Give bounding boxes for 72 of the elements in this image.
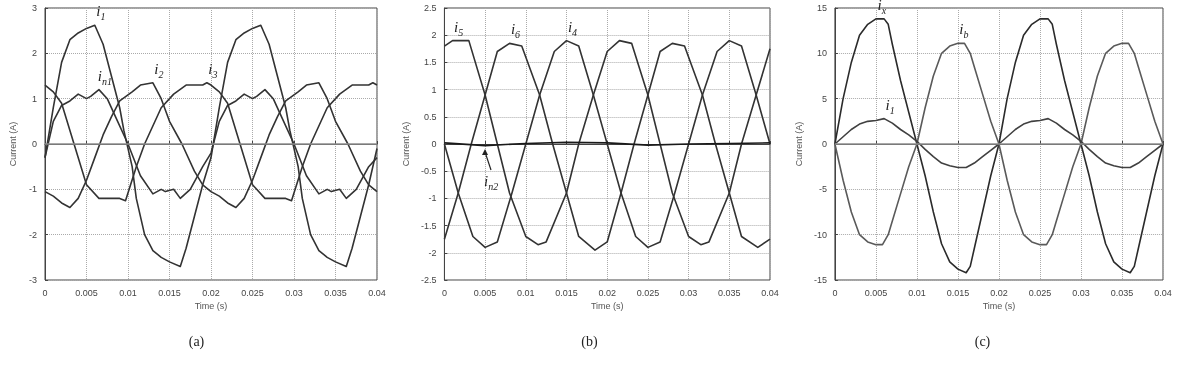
y-tick-label: 1.5 — [423, 57, 437, 68]
y-tick-label: 0.5 — [423, 111, 437, 122]
x-tick-label: 0.025 — [241, 287, 264, 298]
x-tick-label: 0.005 — [473, 287, 497, 298]
x-tick-label: 0.01 — [517, 287, 535, 298]
y-tick-label: -15 — [813, 275, 827, 285]
series-label: i$_{6}$ — [510, 20, 521, 40]
x-tick-label: 0.035 — [324, 287, 347, 298]
x-axis-title: Time (s) — [194, 301, 228, 312]
series-label: i$_{n1}$ — [97, 67, 113, 87]
x-tick-label: 0.04 — [1154, 287, 1172, 298]
y-axis-title: Current (A) — [793, 121, 804, 167]
series-label: i$_{4}$ — [567, 18, 578, 38]
y-tick-label: -2 — [428, 247, 437, 258]
y-tick-label: -1.5 — [420, 220, 437, 231]
y-tick-label: 0 — [31, 139, 37, 149]
y-tick-label: -2 — [28, 229, 37, 240]
x-tick-label: 0.005 — [864, 287, 888, 298]
series-label: i$_{x}$ — [877, 0, 887, 16]
x-tick-label: 0.015 — [946, 287, 970, 298]
legend-label: i$_{n2}$ — [484, 172, 499, 192]
y-tick-label: 15 — [816, 3, 827, 13]
y-tick-label: 1 — [431, 84, 437, 95]
y-tick-label: -2.5 — [420, 275, 437, 285]
series-label: i$_{1}$ — [885, 96, 895, 116]
x-tick-label: 0.01 — [119, 287, 137, 298]
y-axis-title: Current (A) — [400, 121, 411, 167]
x-tick-label: 0.005 — [75, 287, 98, 298]
y-tick-label: 2.5 — [423, 3, 437, 13]
y-tick-label: -1 — [428, 193, 437, 204]
y-tick-label: 10 — [816, 48, 827, 59]
text: (b) — [580, 334, 599, 350]
text: (a) — [187, 334, 206, 350]
y-axis-title: Current (A) — [7, 121, 18, 167]
x-tick-label: 0.03 — [1072, 287, 1090, 298]
x-tick-label: 0.04 — [368, 287, 386, 298]
y-tick-label: -10 — [813, 229, 827, 240]
x-tick-label: 0.025 — [636, 287, 660, 298]
y-tick-label: -1 — [28, 184, 37, 195]
x-tick-label: 0.04 — [761, 287, 779, 298]
x-tick-label: 0 — [42, 287, 48, 298]
x-tick-label: 0.02 — [598, 287, 616, 298]
x-tick-label: 0.03 — [679, 287, 698, 298]
x-axis-title: Time (s) — [590, 301, 624, 312]
x-tick-label: 0.015 — [158, 287, 181, 298]
y-tick-label: 5 — [821, 93, 827, 104]
x-tick-label: 0.015 — [555, 287, 578, 298]
x-tick-label: 0.03 — [285, 287, 303, 298]
text: (c) — [973, 334, 992, 350]
y-tick-label: 2 — [431, 30, 437, 41]
y-tick-label: 0 — [821, 139, 827, 149]
series-label: i$_{3}$ — [208, 60, 218, 80]
y-tick-label: 1 — [31, 93, 37, 104]
x-tick-label: 0.02 — [202, 287, 220, 298]
x-tick-label: 0.035 — [1110, 287, 1134, 298]
y-tick-label: 3 — [31, 3, 37, 13]
y-tick-label: -3 — [28, 275, 37, 285]
x-tick-label: 0.025 — [1028, 287, 1052, 298]
x-tick-label: 0 — [832, 287, 838, 298]
series-label: i$_{2}$ — [154, 60, 164, 80]
series-label: i$_{1}$ — [96, 2, 106, 22]
y-tick-label: 0 — [431, 139, 437, 149]
x-tick-label: 0.02 — [990, 287, 1008, 298]
series-label: i$_{b}$ — [959, 20, 969, 40]
y-tick-label: 2 — [31, 48, 37, 59]
y-tick-label: -0.5 — [420, 166, 437, 177]
x-axis-title: Time (s) — [982, 301, 1016, 312]
y-tick-label: -5 — [818, 184, 827, 195]
x-tick-label: 0.035 — [718, 287, 741, 298]
x-tick-label: 0.01 — [908, 287, 926, 298]
x-tick-label: 0 — [441, 287, 447, 298]
series-label: i$_{5}$ — [453, 18, 464, 38]
